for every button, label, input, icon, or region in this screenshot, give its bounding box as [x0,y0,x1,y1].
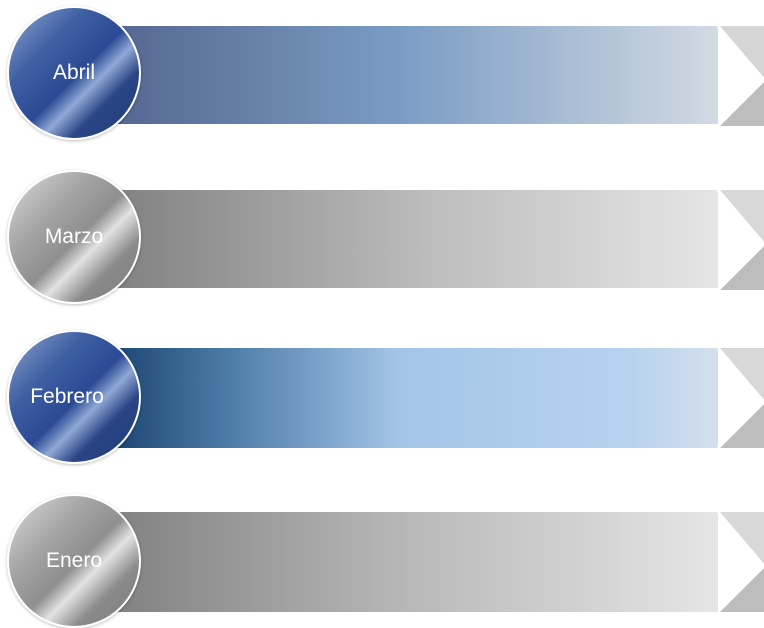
month-circle-febrero: Febrero [7,330,141,464]
arrow-body-febrero [100,348,764,448]
arrow-body-enero [100,512,764,612]
arrow-band-abril [100,25,764,140]
month-circle-abril: Abril [7,6,141,140]
timeline-row-febrero: Febrero [0,330,764,464]
month-circle-enero: Enero [7,494,141,628]
arrow-body-abril [100,26,764,124]
month-circle-marzo: Marzo [7,170,141,304]
timeline-row-abril: Abril [0,6,764,140]
timeline-row-marzo: Marzo [0,170,764,304]
timeline-row-enero: Enero [0,494,764,628]
arrow-band-enero [100,511,764,626]
arrow-band-marzo [100,189,764,304]
month-label: Febrero [30,385,104,408]
arrow-band-febrero [100,347,764,462]
month-label: Abril [52,61,95,84]
month-label: Enero [45,549,103,572]
arrow-body-marzo [100,190,764,288]
month-label: Marzo [44,225,104,248]
